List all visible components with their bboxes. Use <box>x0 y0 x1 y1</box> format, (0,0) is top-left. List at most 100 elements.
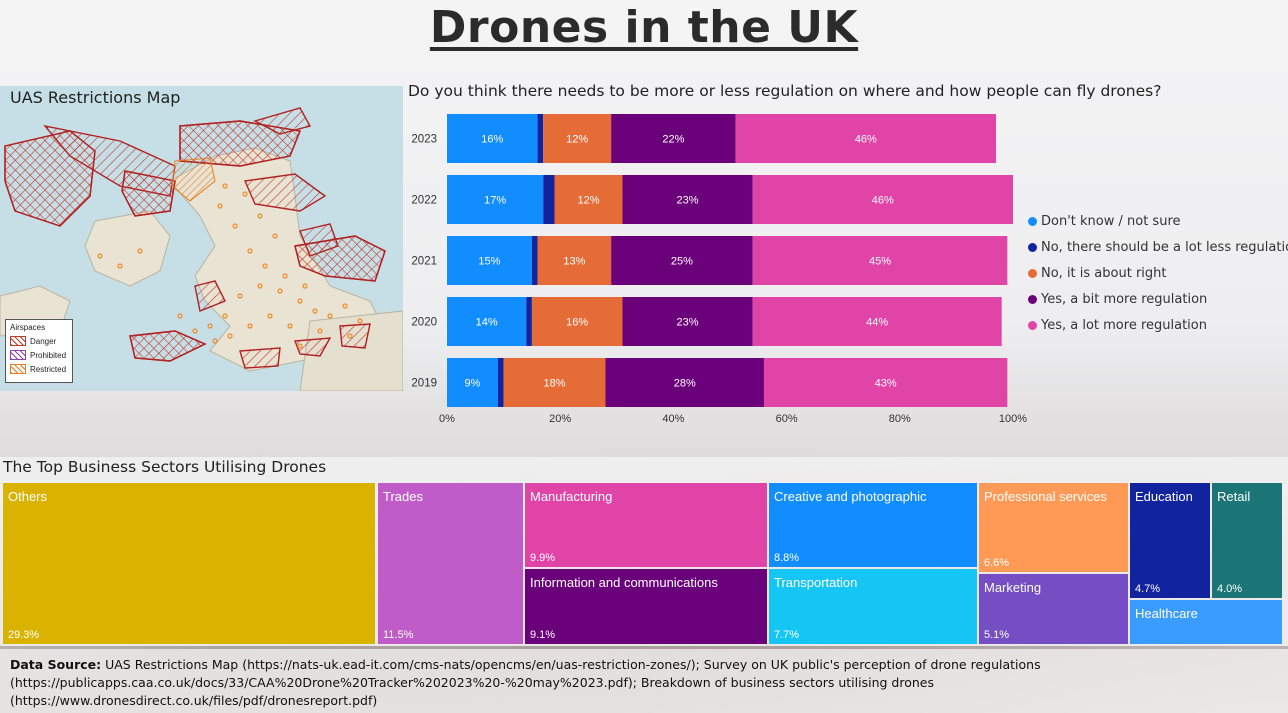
bar-data-label: 43% <box>875 378 897 390</box>
bar-data-label: 44% <box>866 317 888 329</box>
legend-item[interactable]: No, it is about right <box>1028 260 1288 286</box>
x-tick-label: 100% <box>999 413 1027 425</box>
treemap-tile[interactable]: Healthcare <box>1130 600 1282 644</box>
treemap-tile[interactable]: Manufacturing 9.9% <box>525 483 767 567</box>
map-legend-label: Prohibited <box>30 350 67 360</box>
treemap-tile-value: 6.6% <box>984 557 1010 569</box>
bar-chart-legend: Don't know / not sure No, there should be… <box>1028 208 1288 338</box>
map-legend-title: Airspaces <box>10 323 46 332</box>
treemap-tile-label: Retail <box>1217 489 1251 504</box>
treemap-tile[interactable]: Education 4.7% <box>1130 483 1210 598</box>
treemap-tile[interactable]: Transportation 7.7% <box>769 569 977 644</box>
treemap-tile[interactable]: Creative and photographic 8.8% <box>769 483 977 567</box>
uas-restrictions-map: UAS Restrictions Map Airspaces Danger Pr… <box>0 86 403 391</box>
page-title: Drones in the UK <box>429 2 859 53</box>
bar-segment[interactable] <box>503 358 606 407</box>
bar-segment[interactable] <box>763 358 1008 407</box>
bar-segment[interactable] <box>447 358 498 407</box>
treemap-tile-label: Manufacturing <box>530 489 613 504</box>
treemap-tile-label: Education <box>1135 489 1193 504</box>
treemap-tile-value: 7.7% <box>774 629 800 641</box>
bar-segment[interactable] <box>447 114 538 163</box>
bar-segment[interactable] <box>554 175 623 224</box>
bar-data-label: 23% <box>677 195 699 207</box>
treemap-tile[interactable]: Retail 4.0% <box>1212 483 1282 598</box>
bar-segment[interactable] <box>611 114 736 163</box>
legend-dot-icon <box>1028 268 1037 278</box>
legend-label: Yes, a lot more regulation <box>1041 317 1207 333</box>
treemap-tile-value: 4.0% <box>1217 583 1243 595</box>
year-tick-label: 2023 <box>411 134 437 146</box>
danger-areas <box>4 107 386 369</box>
legend-item[interactable]: No, there should be a lot less regulatio… <box>1028 234 1288 260</box>
year-tick-label: 2021 <box>411 256 437 268</box>
bar-data-label: 9% <box>465 378 481 390</box>
legend-dot-icon <box>1028 216 1037 226</box>
treemap-tile[interactable]: Others 29.3% <box>3 483 375 644</box>
x-tick-label: 60% <box>776 413 798 425</box>
bar-segment[interactable] <box>622 175 753 224</box>
treemap-tile-value: 9.1% <box>530 629 556 641</box>
x-tick-label: 20% <box>549 413 571 425</box>
bar-segment[interactable] <box>537 114 544 163</box>
uk-map-image <box>0 107 403 391</box>
bar-segment[interactable] <box>622 297 753 346</box>
treemap-tile-value: 11.5% <box>383 629 414 641</box>
treemap-title: The Top Business Sectors Utilising Drone… <box>0 457 1288 481</box>
legend-item[interactable]: Don't know / not sure <box>1028 208 1288 234</box>
bar-segment[interactable] <box>447 297 527 346</box>
treemap-tile-label: Transportation <box>774 575 858 590</box>
bar-data-label: 45% <box>869 256 891 268</box>
bar-segment[interactable] <box>752 297 1002 346</box>
map-legend-label: Restricted <box>30 364 67 374</box>
treemap-tile[interactable]: Marketing 5.1% <box>979 574 1128 644</box>
legend-label: Don't know / not sure <box>1041 213 1181 229</box>
bar-segment[interactable] <box>531 236 538 285</box>
legend-item[interactable]: Yes, a lot more regulation <box>1028 312 1288 338</box>
map-legend-item: Prohibited <box>10 350 68 360</box>
data-source-label: Data Source: <box>10 657 102 672</box>
bar-segment[interactable] <box>752 236 1008 285</box>
bar-segment[interactable] <box>752 175 1013 224</box>
bar-data-label: 46% <box>855 134 877 146</box>
data-source: Data Source: UAS Restrictions Map (https… <box>0 649 1288 713</box>
treemap-tile-value: 29.3% <box>8 629 40 641</box>
treemap-tile[interactable]: Professional services 6.6% <box>979 483 1128 572</box>
bar-segment[interactable] <box>531 297 623 346</box>
bar-data-label: 46% <box>872 195 894 207</box>
bar-segment[interactable] <box>611 236 753 285</box>
bar-data-label: 16% <box>481 134 503 146</box>
restricted-swatch-icon <box>10 364 26 374</box>
bar-segment[interactable] <box>537 236 612 285</box>
data-source-text: UAS Restrictions Map (https://nats-uk.ea… <box>10 657 1041 708</box>
bar-data-label: 22% <box>662 134 684 146</box>
bar-segment[interactable] <box>447 175 544 224</box>
bar-data-label: 12% <box>566 134 588 146</box>
bar-segment[interactable] <box>543 114 612 163</box>
restriction-zone-dots <box>97 183 363 349</box>
treemap-tile-label: Trades <box>383 489 423 504</box>
prohibited-swatch-icon <box>10 350 26 360</box>
bar-data-label: 17% <box>484 195 506 207</box>
bar-segment[interactable] <box>497 358 504 407</box>
map-legend-item: Danger <box>10 336 68 346</box>
treemap-tile[interactable]: Trades 11.5% <box>378 483 523 644</box>
legend-item[interactable]: Yes, a bit more regulation <box>1028 286 1288 312</box>
treemap-tile-label: Others <box>8 489 48 504</box>
treemap-tile-label: Professional services <box>984 489 1107 504</box>
bar-segment[interactable] <box>735 114 997 163</box>
treemap-tile-label: Marketing <box>984 580 1042 595</box>
treemap-tile-value: 9.9% <box>530 552 556 564</box>
legend-dot-icon <box>1028 242 1037 252</box>
survey-question: Do you think there needs to be more or l… <box>408 82 1162 100</box>
bar-segment[interactable] <box>447 236 532 285</box>
legend-label: No, it is about right <box>1041 265 1167 281</box>
treemap-tile[interactable]: Information and communications 9.1% <box>525 569 767 644</box>
bar-data-label: 13% <box>563 256 585 268</box>
bar-data-label: 18% <box>544 378 566 390</box>
bar-segment[interactable] <box>526 297 532 346</box>
bar-segment[interactable] <box>605 358 764 407</box>
map-title: UAS Restrictions Map <box>10 88 181 107</box>
map-legend: Airspaces Danger Prohibited Restricted <box>5 319 73 383</box>
bar-segment[interactable] <box>543 175 555 224</box>
